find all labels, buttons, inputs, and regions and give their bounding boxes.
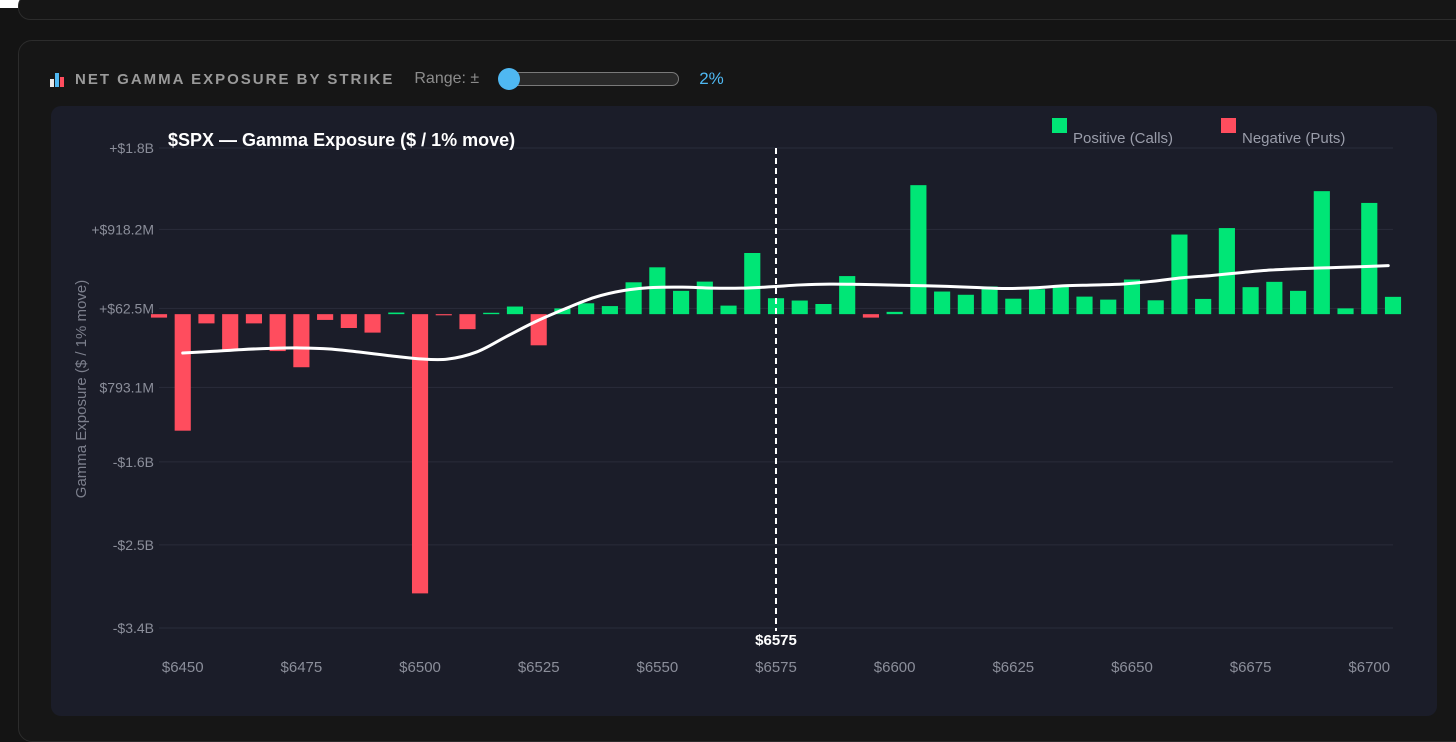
bar-negative[interactable] bbox=[293, 314, 310, 368]
legend-label[interactable]: Positive (Calls) bbox=[1073, 130, 1173, 147]
y-tick-label: $793.1M bbox=[100, 379, 154, 395]
bar-negative[interactable] bbox=[435, 314, 452, 316]
bar-negative[interactable] bbox=[174, 314, 191, 431]
y-tick-label: -$3.4B bbox=[113, 620, 154, 636]
bar-positive[interactable] bbox=[1005, 298, 1022, 315]
bar-positive[interactable] bbox=[767, 298, 785, 315]
range-label: Range: ± bbox=[414, 70, 480, 87]
previous-panel-edge bbox=[18, 0, 1456, 20]
bar-positive[interactable] bbox=[1290, 290, 1307, 315]
bar-positive[interactable] bbox=[839, 276, 856, 315]
bar-positive[interactable] bbox=[744, 253, 761, 315]
x-tick-label: $6550 bbox=[636, 659, 678, 676]
x-tick-label: $6625 bbox=[992, 659, 1034, 676]
bar-positive[interactable] bbox=[981, 286, 998, 315]
y-tick-label: +$1.8B bbox=[109, 140, 154, 156]
bar-chart-icon bbox=[50, 71, 67, 87]
bar-negative[interactable] bbox=[364, 314, 381, 333]
bar-negative[interactable] bbox=[317, 314, 334, 320]
y-tick-label: +$62.5M bbox=[99, 300, 154, 316]
bar-negative[interactable] bbox=[222, 314, 239, 352]
bar-positive[interactable] bbox=[1052, 286, 1069, 315]
bar-positive[interactable] bbox=[506, 306, 524, 315]
bar-positive[interactable] bbox=[1384, 296, 1402, 315]
bar-positive[interactable] bbox=[815, 304, 832, 315]
panel-header: NET GAMMA EXPOSURE BY STRIKE Range: ± 2% bbox=[50, 66, 724, 92]
x-tick-label: $6700 bbox=[1348, 659, 1390, 676]
x-tick-label: $6525 bbox=[518, 659, 560, 676]
legend-swatch bbox=[1221, 118, 1236, 133]
bar-negative[interactable] bbox=[198, 314, 215, 324]
bar-negative[interactable] bbox=[340, 314, 357, 328]
chart-title: $SPX — Gamma Exposure ($ / 1% move) bbox=[168, 130, 515, 150]
bar-positive[interactable] bbox=[578, 303, 595, 315]
x-tick-label: $6475 bbox=[281, 659, 323, 676]
x-tick-label: $6450 bbox=[162, 659, 204, 676]
legend-swatch bbox=[1052, 118, 1067, 133]
bar-positive[interactable] bbox=[1313, 191, 1330, 315]
spot-price-label: $6575 bbox=[755, 632, 797, 649]
bar-positive[interactable] bbox=[1337, 308, 1354, 315]
bar-positive[interactable] bbox=[910, 185, 927, 315]
bar-positive[interactable] bbox=[601, 306, 618, 315]
bar-positive[interactable] bbox=[1076, 296, 1093, 315]
bar-negative[interactable] bbox=[411, 314, 429, 594]
x-tick-label: $6600 bbox=[874, 659, 916, 676]
bar-layer bbox=[150, 185, 1402, 594]
bar-positive[interactable] bbox=[1028, 289, 1046, 315]
bar-negative[interactable] bbox=[245, 314, 262, 324]
range-slider[interactable] bbox=[498, 68, 680, 90]
bar-positive[interactable] bbox=[1100, 299, 1117, 315]
x-tick-label: $6575 bbox=[755, 659, 797, 676]
x-tick-labels: $6450 $6475 $6500 $6525 $6550 $6575 $6600 $6625… bbox=[162, 659, 1390, 676]
y-tick-label: -$1.6B bbox=[113, 454, 154, 470]
chart-card: +$1.8B +$918.2M +$62.5M $793.1M -$1.6B -$2.5B… bbox=[51, 106, 1437, 716]
bar-positive[interactable] bbox=[483, 312, 500, 315]
bar-positive[interactable] bbox=[1123, 279, 1141, 315]
trend-layer bbox=[181, 264, 1390, 362]
spot-layer: $6575 bbox=[755, 148, 797, 649]
x-tick-label: $6675 bbox=[1230, 659, 1272, 676]
bar-positive[interactable] bbox=[1195, 298, 1212, 315]
y-tick-label: -$2.5B bbox=[113, 537, 154, 553]
panel-title: NET GAMMA EXPOSURE BY STRIKE bbox=[75, 70, 395, 88]
gamma-chart: +$1.8B +$918.2M +$62.5M $793.1M -$1.6B -$2.5B… bbox=[73, 118, 1402, 676]
chart-legend: Positive (Calls) Negative (Puts) bbox=[1052, 118, 1345, 147]
bar-positive[interactable] bbox=[1361, 202, 1378, 315]
y-tick-label: +$918.2M bbox=[91, 221, 154, 237]
bar-positive[interactable] bbox=[934, 291, 951, 315]
bar-positive[interactable] bbox=[649, 267, 666, 315]
legend-label[interactable]: Negative (Puts) bbox=[1242, 130, 1345, 147]
bar-positive[interactable] bbox=[1147, 300, 1164, 315]
bar-negative[interactable] bbox=[862, 314, 879, 318]
bar-positive[interactable] bbox=[720, 305, 737, 315]
bar-negative[interactable] bbox=[269, 314, 286, 352]
trend-line bbox=[181, 264, 1390, 362]
bar-positive[interactable] bbox=[1266, 281, 1283, 315]
bar-positive[interactable] bbox=[957, 294, 974, 315]
x-tick-label: $6650 bbox=[1111, 659, 1153, 676]
bar-positive[interactable] bbox=[1242, 287, 1259, 315]
x-tick-label: $6500 bbox=[399, 659, 441, 676]
bar-positive[interactable] bbox=[388, 312, 405, 315]
bar-positive[interactable] bbox=[791, 300, 808, 315]
bar-positive[interactable] bbox=[886, 311, 903, 315]
bar-positive[interactable] bbox=[696, 281, 713, 315]
y-tick-labels: +$1.8B +$918.2M +$62.5M $793.1M -$1.6B -$2.5B… bbox=[91, 140, 154, 636]
range-value: 2% bbox=[699, 69, 724, 88]
bar-negative[interactable] bbox=[150, 314, 168, 318]
bar-positive[interactable] bbox=[1171, 234, 1188, 315]
bar-negative[interactable] bbox=[459, 314, 476, 330]
bar-positive[interactable] bbox=[673, 290, 690, 315]
y-axis-label: Gamma Exposure ($ / 1% move) bbox=[73, 280, 90, 498]
bar-positive[interactable] bbox=[1218, 228, 1235, 315]
range-slider-thumb[interactable] bbox=[498, 68, 521, 90]
